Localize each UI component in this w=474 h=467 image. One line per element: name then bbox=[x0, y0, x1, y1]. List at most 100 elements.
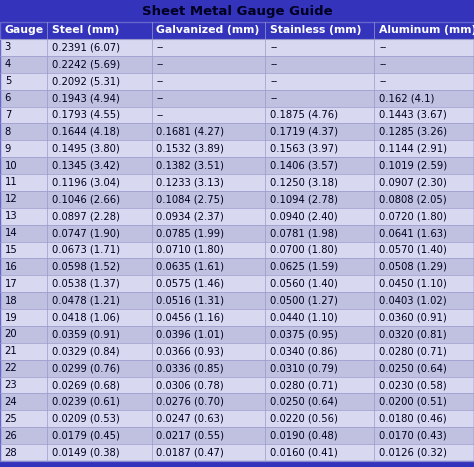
Bar bbox=[0, 106, 474, 123]
Text: 0.0641 (1.63): 0.0641 (1.63) bbox=[379, 228, 447, 238]
Text: 8: 8 bbox=[5, 127, 11, 137]
Text: 0.0508 (1.29): 0.0508 (1.29) bbox=[379, 262, 447, 272]
Text: 12: 12 bbox=[5, 194, 18, 205]
Text: 0.0190 (0.48): 0.0190 (0.48) bbox=[270, 431, 338, 441]
Text: 0.0934 (2.37): 0.0934 (2.37) bbox=[156, 211, 224, 221]
Bar bbox=[0, 90, 474, 106]
Text: 23: 23 bbox=[5, 380, 18, 390]
Text: 0.0299 (0.76): 0.0299 (0.76) bbox=[52, 363, 120, 373]
Text: 0.0808 (2.05): 0.0808 (2.05) bbox=[379, 194, 447, 205]
Text: 0.0516 (1.31): 0.0516 (1.31) bbox=[156, 296, 224, 305]
Text: 0.0575 (1.46): 0.0575 (1.46) bbox=[156, 279, 224, 289]
Bar bbox=[0, 22, 474, 39]
Text: 0.0217 (0.55): 0.0217 (0.55) bbox=[156, 431, 224, 441]
Text: 0.0598 (1.52): 0.0598 (1.52) bbox=[52, 262, 120, 272]
Text: 0.0897 (2.28): 0.0897 (2.28) bbox=[52, 211, 120, 221]
Bar bbox=[0, 140, 474, 157]
Bar bbox=[0, 343, 474, 360]
Text: 19: 19 bbox=[5, 312, 18, 323]
Text: 18: 18 bbox=[5, 296, 18, 305]
Text: --: -- bbox=[270, 76, 277, 86]
Text: 0.0336 (0.85): 0.0336 (0.85) bbox=[156, 363, 224, 373]
Text: 0.0478 (1.21): 0.0478 (1.21) bbox=[52, 296, 120, 305]
Text: 0.1532 (3.89): 0.1532 (3.89) bbox=[156, 144, 224, 154]
Bar bbox=[0, 241, 474, 258]
Text: 22: 22 bbox=[5, 363, 18, 373]
Text: --: -- bbox=[156, 76, 164, 86]
Text: 0.1196 (3.04): 0.1196 (3.04) bbox=[52, 177, 120, 187]
Bar bbox=[0, 326, 474, 343]
Bar bbox=[0, 157, 474, 174]
Text: 21: 21 bbox=[5, 346, 18, 356]
Text: 0.0280 (0.71): 0.0280 (0.71) bbox=[270, 380, 338, 390]
Text: 0.0940 (2.40): 0.0940 (2.40) bbox=[270, 211, 338, 221]
Bar bbox=[0, 191, 474, 208]
Text: 0.0538 (1.37): 0.0538 (1.37) bbox=[52, 279, 120, 289]
Text: 0.0149 (0.38): 0.0149 (0.38) bbox=[52, 447, 120, 458]
Text: 25: 25 bbox=[5, 414, 18, 424]
Text: 0.1644 (4.18): 0.1644 (4.18) bbox=[52, 127, 120, 137]
Text: 0.1094 (2.78): 0.1094 (2.78) bbox=[270, 194, 338, 205]
Text: 0.0360 (0.91): 0.0360 (0.91) bbox=[379, 312, 447, 323]
Text: 0.0700 (1.80): 0.0700 (1.80) bbox=[270, 245, 338, 255]
Text: 0.2242 (5.69): 0.2242 (5.69) bbox=[52, 59, 120, 69]
Text: Stainless (mm): Stainless (mm) bbox=[270, 26, 362, 35]
Bar bbox=[0, 394, 474, 410]
Bar bbox=[0, 56, 474, 73]
Bar bbox=[0, 208, 474, 225]
Text: --: -- bbox=[379, 42, 386, 52]
Bar bbox=[0, 444, 474, 461]
Text: 9: 9 bbox=[5, 144, 11, 154]
Text: 0.1719 (4.37): 0.1719 (4.37) bbox=[270, 127, 338, 137]
Text: Gauge: Gauge bbox=[5, 26, 44, 35]
Bar bbox=[0, 258, 474, 276]
Text: --: -- bbox=[270, 93, 277, 103]
Text: 24: 24 bbox=[5, 397, 18, 407]
Text: Galvanized (mm): Galvanized (mm) bbox=[156, 26, 260, 35]
Text: 0.0570 (1.40): 0.0570 (1.40) bbox=[379, 245, 447, 255]
Text: 15: 15 bbox=[5, 245, 18, 255]
Text: 11: 11 bbox=[5, 177, 18, 187]
Text: 0.0220 (0.56): 0.0220 (0.56) bbox=[270, 414, 338, 424]
Text: 0.0907 (2.30): 0.0907 (2.30) bbox=[379, 177, 447, 187]
Text: 0.1285 (3.26): 0.1285 (3.26) bbox=[379, 127, 447, 137]
Text: --: -- bbox=[156, 93, 164, 103]
Text: 0.0340 (0.86): 0.0340 (0.86) bbox=[270, 346, 337, 356]
Text: 0.0247 (0.63): 0.0247 (0.63) bbox=[156, 414, 224, 424]
Text: 0.1250 (3.18): 0.1250 (3.18) bbox=[270, 177, 338, 187]
Text: 0.0500 (1.27): 0.0500 (1.27) bbox=[270, 296, 338, 305]
Text: 0.0456 (1.16): 0.0456 (1.16) bbox=[156, 312, 224, 323]
Text: 0.0276 (0.70): 0.0276 (0.70) bbox=[156, 397, 224, 407]
Text: 0.0560 (1.40): 0.0560 (1.40) bbox=[270, 279, 338, 289]
Text: 0.0396 (1.01): 0.0396 (1.01) bbox=[156, 329, 224, 340]
Text: --: -- bbox=[156, 59, 164, 69]
Text: 0.0781 (1.98): 0.0781 (1.98) bbox=[270, 228, 338, 238]
Text: --: -- bbox=[156, 110, 164, 120]
Text: 5: 5 bbox=[5, 76, 11, 86]
Text: 0.0329 (0.84): 0.0329 (0.84) bbox=[52, 346, 120, 356]
Bar bbox=[0, 174, 474, 191]
Text: 0.1495 (3.80): 0.1495 (3.80) bbox=[52, 144, 120, 154]
Text: 0.0280 (0.71): 0.0280 (0.71) bbox=[379, 346, 447, 356]
Text: 0.1406 (3.57): 0.1406 (3.57) bbox=[270, 161, 338, 170]
Text: 0.1681 (4.27): 0.1681 (4.27) bbox=[156, 127, 224, 137]
Text: 0.0418 (1.06): 0.0418 (1.06) bbox=[52, 312, 120, 323]
Text: 7: 7 bbox=[5, 110, 11, 120]
Text: 0.2391 (6.07): 0.2391 (6.07) bbox=[52, 42, 120, 52]
Text: 0.162 (4.1): 0.162 (4.1) bbox=[379, 93, 435, 103]
Text: 0.1144 (2.91): 0.1144 (2.91) bbox=[379, 144, 447, 154]
Text: 13: 13 bbox=[5, 211, 18, 221]
Bar bbox=[0, 73, 474, 90]
Text: 0.0440 (1.10): 0.0440 (1.10) bbox=[270, 312, 338, 323]
Text: 28: 28 bbox=[5, 447, 18, 458]
Text: 0.0747 (1.90): 0.0747 (1.90) bbox=[52, 228, 120, 238]
Text: Sheet Metal Gauge Guide: Sheet Metal Gauge Guide bbox=[142, 5, 332, 17]
Text: 14: 14 bbox=[5, 228, 18, 238]
Text: 0.1345 (3.42): 0.1345 (3.42) bbox=[52, 161, 120, 170]
Text: 0.1084 (2.75): 0.1084 (2.75) bbox=[156, 194, 224, 205]
Text: 0.1793 (4.55): 0.1793 (4.55) bbox=[52, 110, 120, 120]
Text: --: -- bbox=[379, 76, 386, 86]
Text: 0.1019 (2.59): 0.1019 (2.59) bbox=[379, 161, 447, 170]
Text: 0.0170 (0.43): 0.0170 (0.43) bbox=[379, 431, 447, 441]
Text: 0.0269 (0.68): 0.0269 (0.68) bbox=[52, 380, 120, 390]
